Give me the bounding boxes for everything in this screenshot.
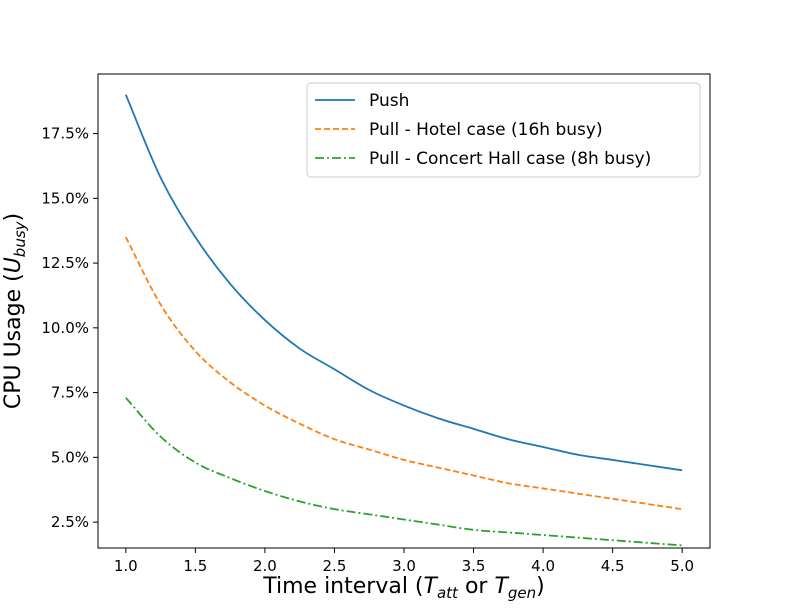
legend-box (306, 82, 701, 178)
legend-label-1: Push (369, 91, 409, 111)
x-axis-title-t1-subscript: att (437, 584, 459, 602)
y-axis-title-suffix: ) (1, 213, 26, 222)
y-tick-label: 5.0% (51, 448, 89, 466)
x-axis: 1.0 1.5 2.0 2.5 3.0 3.5 4.0 4.5 5.0 (114, 548, 694, 575)
x-tick-label: 4.0 (531, 557, 555, 575)
y-tick-label: 2.5% (51, 513, 89, 531)
x-tick-label: 4.5 (601, 557, 625, 575)
y-axis-title-subscript: busy (11, 220, 29, 257)
y-axis-title-prefix: CPU Usage ( (1, 273, 26, 409)
x-axis-title-suffix: ) (536, 574, 545, 599)
y-axis-title-u: U (1, 257, 26, 273)
x-tick-label: 1.0 (114, 557, 138, 575)
x-axis-title-t2: T (494, 574, 509, 599)
y-axis-title: CPU Usage (Ubusy) (1, 213, 29, 409)
series-line-3 (125, 397, 683, 547)
x-tick-label: 2.5 (323, 557, 347, 575)
x-axis-title-t2-subscript: gen (508, 584, 536, 602)
x-axis-title-t1: T (424, 574, 439, 599)
legend-label-2: Pull - Hotel case (16h busy) (369, 120, 603, 140)
x-axis-title: Time interval (Tatt or Tgen) (262, 574, 545, 602)
y-axis: 2.5% 5.0% 7.5% 10.0% 12.5% 15.0% 17.5% (41, 125, 98, 531)
y-tick-label: 10.0% (41, 319, 89, 337)
x-tick-label: 1.5 (183, 557, 207, 575)
series-line-1 (124, 94, 683, 472)
y-tick-label: 15.0% (41, 189, 89, 207)
y-tick-label: 12.5% (41, 254, 89, 272)
y-tick-label: 17.5% (41, 125, 89, 143)
x-tick-label: 3.5 (462, 557, 486, 575)
x-axis-title-middle: or (458, 574, 495, 599)
x-tick-label: 2.0 (253, 557, 277, 575)
series-line-2 (125, 236, 683, 511)
legend: Push Pull - Hotel case (16h busy) Pull - C… (306, 82, 701, 178)
plot-layer (124, 94, 683, 547)
legend-label-3: Pull - Concert Hall case (8h busy) (369, 149, 651, 169)
x-axis-title-prefix: Time interval ( (262, 574, 423, 599)
x-tick-label: 3.0 (392, 557, 416, 575)
y-tick-label: 7.5% (51, 384, 89, 402)
x-tick-label: 5.0 (670, 557, 694, 575)
